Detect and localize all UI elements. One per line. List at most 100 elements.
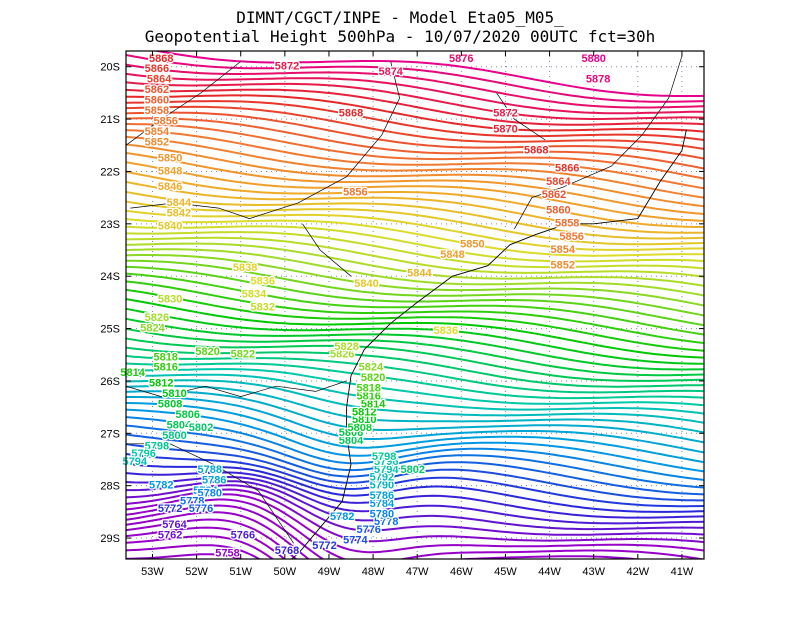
- contour-label: 5872: [275, 61, 299, 73]
- contour-line: [126, 143, 704, 208]
- contour-line: [126, 209, 704, 251]
- lat-tick-label: 25S: [100, 324, 120, 336]
- contour-line: [126, 452, 704, 508]
- contour-line: [126, 231, 704, 270]
- contour-line: [126, 272, 704, 336]
- contour-label: 5792: [370, 472, 394, 484]
- contour-line: [126, 105, 704, 150]
- contour-label: 5794: [374, 464, 399, 476]
- contour-line: [126, 259, 704, 317]
- contour-label: 5820: [195, 346, 219, 358]
- contour-label: 5844: [407, 268, 432, 280]
- lon-tick-label: 47W: [406, 566, 429, 578]
- contour-line: [126, 151, 704, 215]
- contour-line: [126, 424, 704, 489]
- contour-label: 5768: [275, 545, 299, 557]
- contour-line: [126, 493, 704, 554]
- contour-line: [126, 200, 704, 246]
- state-border: [130, 61, 400, 219]
- contour-line: [126, 100, 704, 141]
- contour-line: [126, 526, 286, 559]
- lon-tick-label: 45W: [494, 566, 517, 578]
- contour-label: 5818: [153, 351, 177, 363]
- state-border: [496, 92, 546, 141]
- contour-line: [126, 390, 704, 444]
- contour-line: [126, 553, 244, 559]
- contour-label: 5798: [145, 440, 169, 452]
- contour-label: 5782: [149, 480, 173, 492]
- contour-label: 5780: [370, 508, 394, 520]
- lon-tick-label: 44W: [538, 566, 561, 578]
- contour-line: [126, 385, 704, 434]
- contour-line: [126, 63, 704, 109]
- contour-line: [126, 471, 704, 519]
- lon-tick-label: 52W: [185, 566, 208, 578]
- contour-line: [126, 408, 704, 473]
- lon-tick-label: 48W: [362, 566, 385, 578]
- contour-line: [126, 535, 275, 559]
- contour-label: 5802: [401, 464, 425, 476]
- contour-label: 5788: [198, 464, 222, 476]
- contour-line: [126, 484, 704, 536]
- contour-line: [126, 254, 704, 307]
- contour-label: 5766: [231, 529, 255, 541]
- contour-label: 5772: [158, 503, 182, 515]
- contour-line: [126, 498, 704, 559]
- lat-tick-label: 28S: [100, 481, 120, 493]
- contour-line: [126, 544, 262, 559]
- contour-label: 5840: [158, 220, 182, 232]
- coastline: [290, 129, 687, 559]
- contour-line: [126, 94, 704, 133]
- contour-label: 5854: [551, 244, 576, 256]
- contour-label: 5764: [162, 519, 187, 531]
- lat-tick-label: 23S: [100, 219, 120, 231]
- contour-label: 5812: [352, 406, 376, 418]
- contour-label: 5784: [370, 498, 395, 510]
- contour-label: 5832: [251, 302, 275, 314]
- contour-label: 5840: [354, 278, 378, 290]
- contour-line: [126, 135, 704, 199]
- contour-label: 5786: [202, 474, 226, 486]
- contour-label: 5862: [542, 189, 566, 201]
- contour-label: 5836: [434, 325, 458, 337]
- contour-label: 5816: [153, 362, 177, 374]
- contour-label: 5802: [189, 422, 213, 434]
- contour-line: [126, 362, 704, 400]
- lat-tick-label: 24S: [100, 271, 120, 283]
- lat-tick-label: 21S: [100, 114, 120, 126]
- contour-label: 5850: [158, 152, 182, 164]
- contour-label: 5806: [176, 409, 200, 421]
- state-border: [302, 223, 352, 277]
- contour-label: 5850: [460, 239, 484, 251]
- contour-label: 5874: [378, 66, 403, 78]
- contour-label: 5796: [131, 448, 155, 460]
- state-border: [126, 61, 241, 146]
- lon-tick-label: 50W: [274, 566, 297, 578]
- contour-line: [126, 288, 704, 352]
- contour-label: 5806: [339, 427, 363, 439]
- contour-line: [126, 462, 704, 513]
- contour-line: [126, 298, 704, 359]
- contour-label: 5810: [162, 388, 186, 400]
- state-border: [126, 380, 347, 397]
- contour-label: 5862: [145, 84, 169, 96]
- contour-label: 5784: [193, 485, 218, 497]
- contour-label: 5758: [215, 548, 239, 560]
- contour-label: 5834: [242, 288, 267, 300]
- contour-label: 5856: [343, 186, 367, 198]
- contour-line: [126, 170, 704, 228]
- contour-label: 5866: [145, 63, 169, 75]
- contour-label: 5814: [120, 367, 145, 379]
- coastline-and-borders: [126, 56, 687, 559]
- contour-line: [126, 161, 704, 222]
- contour-label: 5820: [361, 372, 385, 384]
- contour-label: 5846: [158, 181, 182, 193]
- lon-tick-label: 51W: [229, 566, 252, 578]
- contour-line: [126, 337, 704, 382]
- contour-label: 5842: [167, 207, 191, 219]
- contour-line: [126, 475, 704, 525]
- contour-label: 5800: [162, 430, 186, 442]
- contour-line: [126, 518, 298, 559]
- contour-label: 5772: [312, 540, 336, 552]
